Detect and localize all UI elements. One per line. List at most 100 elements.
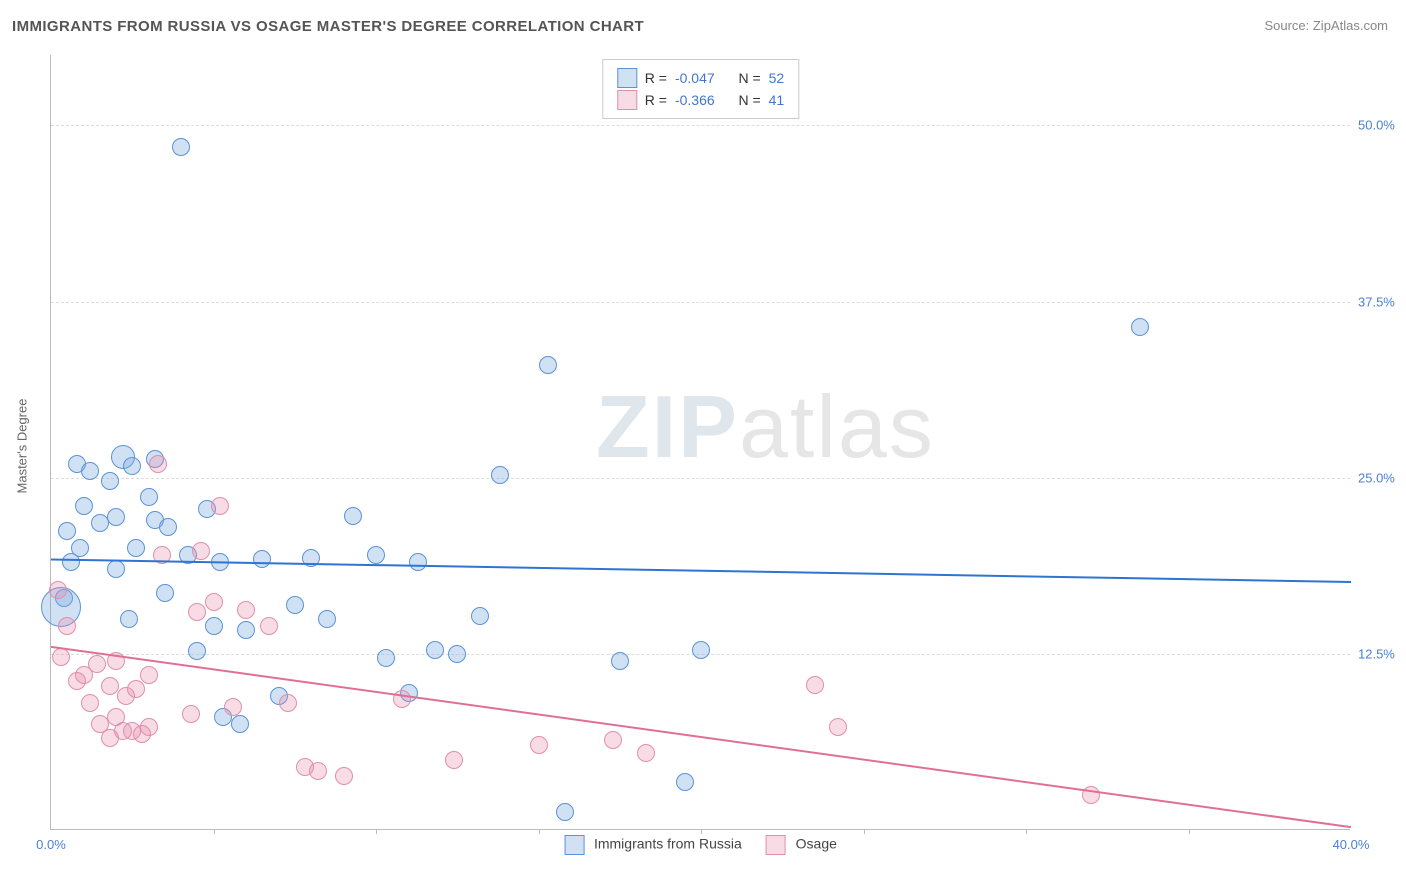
scatter-point bbox=[1082, 786, 1100, 804]
scatter-point bbox=[604, 731, 622, 749]
scatter-plot-area: ZIPatlas R = -0.047 N = 52 R = -0.366 N … bbox=[50, 55, 1350, 830]
scatter-point bbox=[237, 621, 255, 639]
scatter-point bbox=[52, 648, 70, 666]
scatter-point bbox=[279, 694, 297, 712]
scatter-point bbox=[335, 767, 353, 785]
y-tick-label: 50.0% bbox=[1358, 118, 1406, 133]
scatter-point bbox=[409, 553, 427, 571]
scatter-point bbox=[224, 698, 242, 716]
scatter-point bbox=[172, 138, 190, 156]
scatter-point bbox=[637, 744, 655, 762]
series-legend: Immigrants from Russia Osage bbox=[564, 835, 837, 855]
scatter-point bbox=[182, 705, 200, 723]
legend-swatch-pink bbox=[766, 835, 786, 855]
scatter-point bbox=[140, 488, 158, 506]
x-tick-mark bbox=[214, 829, 215, 834]
scatter-point bbox=[309, 762, 327, 780]
scatter-point bbox=[344, 507, 362, 525]
scatter-point bbox=[253, 550, 271, 568]
correlation-legend: R = -0.047 N = 52 R = -0.366 N = 41 bbox=[602, 59, 799, 119]
scatter-point bbox=[107, 560, 125, 578]
n-value-series-2: 41 bbox=[769, 92, 785, 108]
scatter-point bbox=[302, 549, 320, 567]
scatter-point bbox=[377, 649, 395, 667]
watermark-bold: ZIP bbox=[596, 377, 739, 476]
scatter-point bbox=[611, 652, 629, 670]
legend-swatch-blue bbox=[564, 835, 584, 855]
scatter-point bbox=[448, 645, 466, 663]
scatter-point bbox=[393, 690, 411, 708]
x-tick-mark bbox=[701, 829, 702, 834]
x-tick-mark bbox=[539, 829, 540, 834]
y-tick-label: 12.5% bbox=[1358, 646, 1406, 661]
legend-label-series-2: Osage bbox=[796, 836, 837, 852]
scatter-point bbox=[81, 462, 99, 480]
scatter-point bbox=[81, 694, 99, 712]
r-value-series-2: -0.366 bbox=[675, 92, 715, 108]
scatter-point bbox=[367, 546, 385, 564]
watermark: ZIPatlas bbox=[596, 376, 935, 478]
scatter-point bbox=[156, 584, 174, 602]
r-label: R = bbox=[645, 70, 667, 86]
legend-row-series-1: R = -0.047 N = 52 bbox=[617, 68, 784, 88]
n-label: N = bbox=[738, 92, 760, 108]
r-value-series-1: -0.047 bbox=[675, 70, 715, 86]
scatter-point bbox=[318, 610, 336, 628]
legend-item-series-2: Osage bbox=[766, 835, 837, 855]
y-tick-label: 25.0% bbox=[1358, 470, 1406, 485]
scatter-point bbox=[107, 652, 125, 670]
scatter-point bbox=[88, 655, 106, 673]
scatter-point bbox=[556, 803, 574, 821]
scatter-point bbox=[49, 581, 67, 599]
scatter-point bbox=[120, 610, 138, 628]
gridline bbox=[51, 125, 1350, 126]
scatter-point bbox=[260, 617, 278, 635]
scatter-point bbox=[71, 539, 89, 557]
scatter-point bbox=[149, 455, 167, 473]
scatter-point bbox=[1131, 318, 1149, 336]
n-value-series-1: 52 bbox=[769, 70, 785, 86]
trend-line bbox=[51, 647, 1351, 827]
scatter-point bbox=[471, 607, 489, 625]
x-tick-mark bbox=[1189, 829, 1190, 834]
scatter-point bbox=[676, 773, 694, 791]
scatter-point bbox=[159, 518, 177, 536]
scatter-point bbox=[806, 676, 824, 694]
trend-line bbox=[51, 559, 1351, 582]
legend-label-series-1: Immigrants from Russia bbox=[594, 836, 742, 852]
scatter-point bbox=[107, 508, 125, 526]
scatter-point bbox=[539, 356, 557, 374]
scatter-point bbox=[231, 715, 249, 733]
x-tick-label: 0.0% bbox=[36, 837, 66, 852]
scatter-point bbox=[188, 642, 206, 660]
y-axis-label: Master's Degree bbox=[15, 399, 30, 494]
scatter-point bbox=[58, 522, 76, 540]
scatter-point bbox=[692, 641, 710, 659]
x-tick-mark bbox=[1026, 829, 1027, 834]
scatter-point bbox=[123, 457, 141, 475]
r-label: R = bbox=[645, 92, 667, 108]
scatter-point bbox=[127, 680, 145, 698]
scatter-point bbox=[188, 603, 206, 621]
legend-swatch-pink bbox=[617, 90, 637, 110]
scatter-point bbox=[426, 641, 444, 659]
scatter-point bbox=[140, 718, 158, 736]
x-tick-label: 40.0% bbox=[1333, 837, 1370, 852]
scatter-point bbox=[491, 466, 509, 484]
scatter-point bbox=[75, 497, 93, 515]
scatter-point bbox=[140, 666, 158, 684]
scatter-point bbox=[445, 751, 463, 769]
scatter-point bbox=[127, 539, 145, 557]
legend-item-series-1: Immigrants from Russia bbox=[564, 835, 742, 855]
scatter-point bbox=[58, 617, 76, 635]
legend-swatch-blue bbox=[617, 68, 637, 88]
gridline bbox=[51, 478, 1350, 479]
x-tick-mark bbox=[864, 829, 865, 834]
legend-row-series-2: R = -0.366 N = 41 bbox=[617, 90, 784, 110]
scatter-point bbox=[205, 593, 223, 611]
chart-title: IMMIGRANTS FROM RUSSIA VS OSAGE MASTER'S… bbox=[12, 18, 644, 35]
scatter-point bbox=[211, 497, 229, 515]
scatter-point bbox=[101, 677, 119, 695]
watermark-thin: atlas bbox=[739, 377, 935, 476]
scatter-point bbox=[286, 596, 304, 614]
